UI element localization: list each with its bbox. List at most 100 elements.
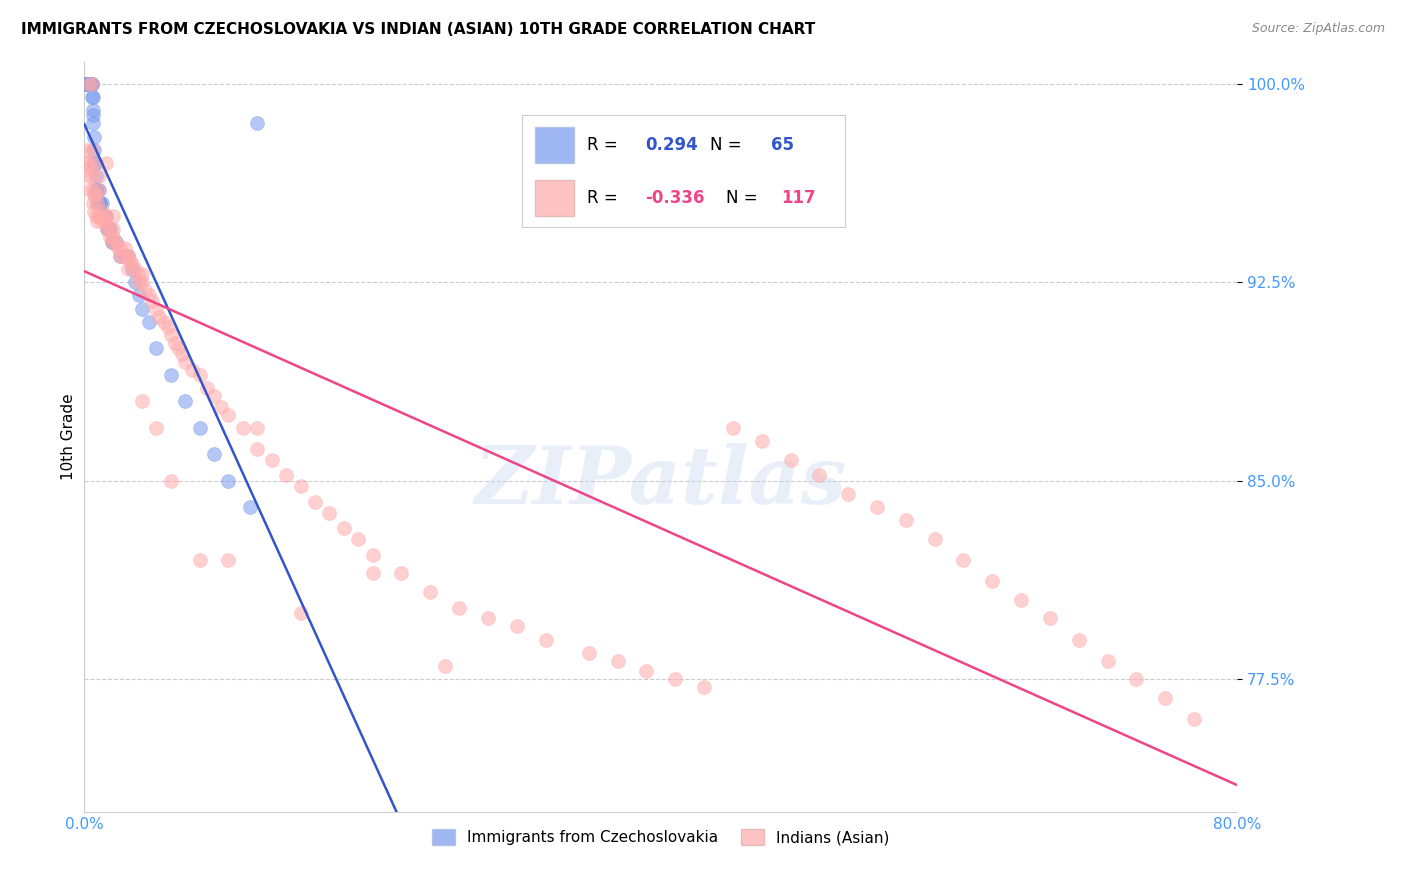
Point xyxy=(751,434,773,448)
Point xyxy=(77,156,100,170)
Point xyxy=(260,452,283,467)
Point xyxy=(333,521,356,535)
Point xyxy=(160,368,183,382)
Point xyxy=(77,77,100,91)
Point xyxy=(90,214,112,228)
Point xyxy=(160,328,183,343)
Point xyxy=(606,654,628,668)
Point xyxy=(578,646,600,660)
Point xyxy=(1125,673,1147,687)
Point xyxy=(93,209,115,223)
Point xyxy=(90,209,112,223)
Point xyxy=(202,447,225,461)
Point xyxy=(290,606,312,620)
Point xyxy=(534,632,557,647)
Point xyxy=(90,203,112,218)
Point xyxy=(152,315,174,329)
Point xyxy=(86,214,108,228)
Point xyxy=(148,310,170,324)
Point xyxy=(84,209,107,223)
Point xyxy=(218,553,240,567)
Point xyxy=(866,500,889,515)
Point xyxy=(664,673,686,687)
Point xyxy=(167,342,190,356)
Point xyxy=(77,77,100,91)
Point xyxy=(419,585,441,599)
Point xyxy=(131,394,153,409)
Point xyxy=(80,77,103,91)
Point xyxy=(117,249,139,263)
Point xyxy=(98,230,121,244)
Point xyxy=(89,209,111,223)
Point xyxy=(110,241,132,255)
Point xyxy=(82,90,104,104)
Point xyxy=(79,182,101,196)
Point xyxy=(145,301,167,316)
Point xyxy=(84,187,107,202)
Point xyxy=(120,254,142,268)
Point xyxy=(952,553,974,567)
Point xyxy=(83,156,105,170)
Point xyxy=(77,169,100,184)
Point xyxy=(87,169,110,184)
Point xyxy=(246,116,269,130)
Point xyxy=(100,235,122,250)
Point xyxy=(86,195,108,210)
Point xyxy=(1010,593,1032,607)
Point xyxy=(1039,611,1062,625)
Point xyxy=(79,77,101,91)
Point xyxy=(75,156,97,170)
Point xyxy=(96,222,118,236)
Point xyxy=(141,293,163,308)
Point xyxy=(98,222,121,236)
Point xyxy=(112,249,135,263)
Point xyxy=(318,506,340,520)
Point xyxy=(94,209,117,223)
Point xyxy=(77,77,100,91)
Point xyxy=(449,600,471,615)
Point xyxy=(209,400,232,414)
Point xyxy=(87,195,110,210)
Point xyxy=(361,548,384,562)
Point xyxy=(103,222,124,236)
Point xyxy=(114,249,136,263)
Point xyxy=(84,156,107,170)
Point xyxy=(636,665,658,679)
Point xyxy=(246,442,269,456)
Point xyxy=(89,195,111,210)
Point xyxy=(232,421,254,435)
Point xyxy=(924,532,946,546)
Point xyxy=(80,77,103,91)
Point xyxy=(76,77,98,91)
Point xyxy=(79,77,101,91)
Point xyxy=(103,209,124,223)
Point xyxy=(103,235,124,250)
Point xyxy=(433,659,456,673)
Point xyxy=(107,241,129,255)
Point xyxy=(124,262,146,277)
Point xyxy=(145,421,167,435)
Text: ZIPatlas: ZIPatlas xyxy=(475,443,846,521)
Point xyxy=(290,479,312,493)
Point xyxy=(79,161,101,176)
Point xyxy=(82,182,104,196)
Point xyxy=(80,90,103,104)
Point xyxy=(145,342,167,356)
Point xyxy=(131,275,153,289)
Point xyxy=(86,195,108,210)
Point xyxy=(138,288,160,302)
Point xyxy=(239,500,262,515)
Point xyxy=(100,235,122,250)
Text: Source: ZipAtlas.com: Source: ZipAtlas.com xyxy=(1251,22,1385,36)
Point xyxy=(156,320,179,334)
Point xyxy=(347,532,370,546)
Point xyxy=(87,182,110,196)
Point xyxy=(1154,690,1177,705)
Point xyxy=(131,301,153,316)
Point xyxy=(83,143,105,157)
Point xyxy=(779,452,801,467)
Point xyxy=(97,222,120,236)
Point xyxy=(121,257,143,271)
Text: IMMIGRANTS FROM CZECHOSLOVAKIA VS INDIAN (ASIAN) 10TH GRADE CORRELATION CHART: IMMIGRANTS FROM CZECHOSLOVAKIA VS INDIAN… xyxy=(21,22,815,37)
Point xyxy=(76,77,98,91)
